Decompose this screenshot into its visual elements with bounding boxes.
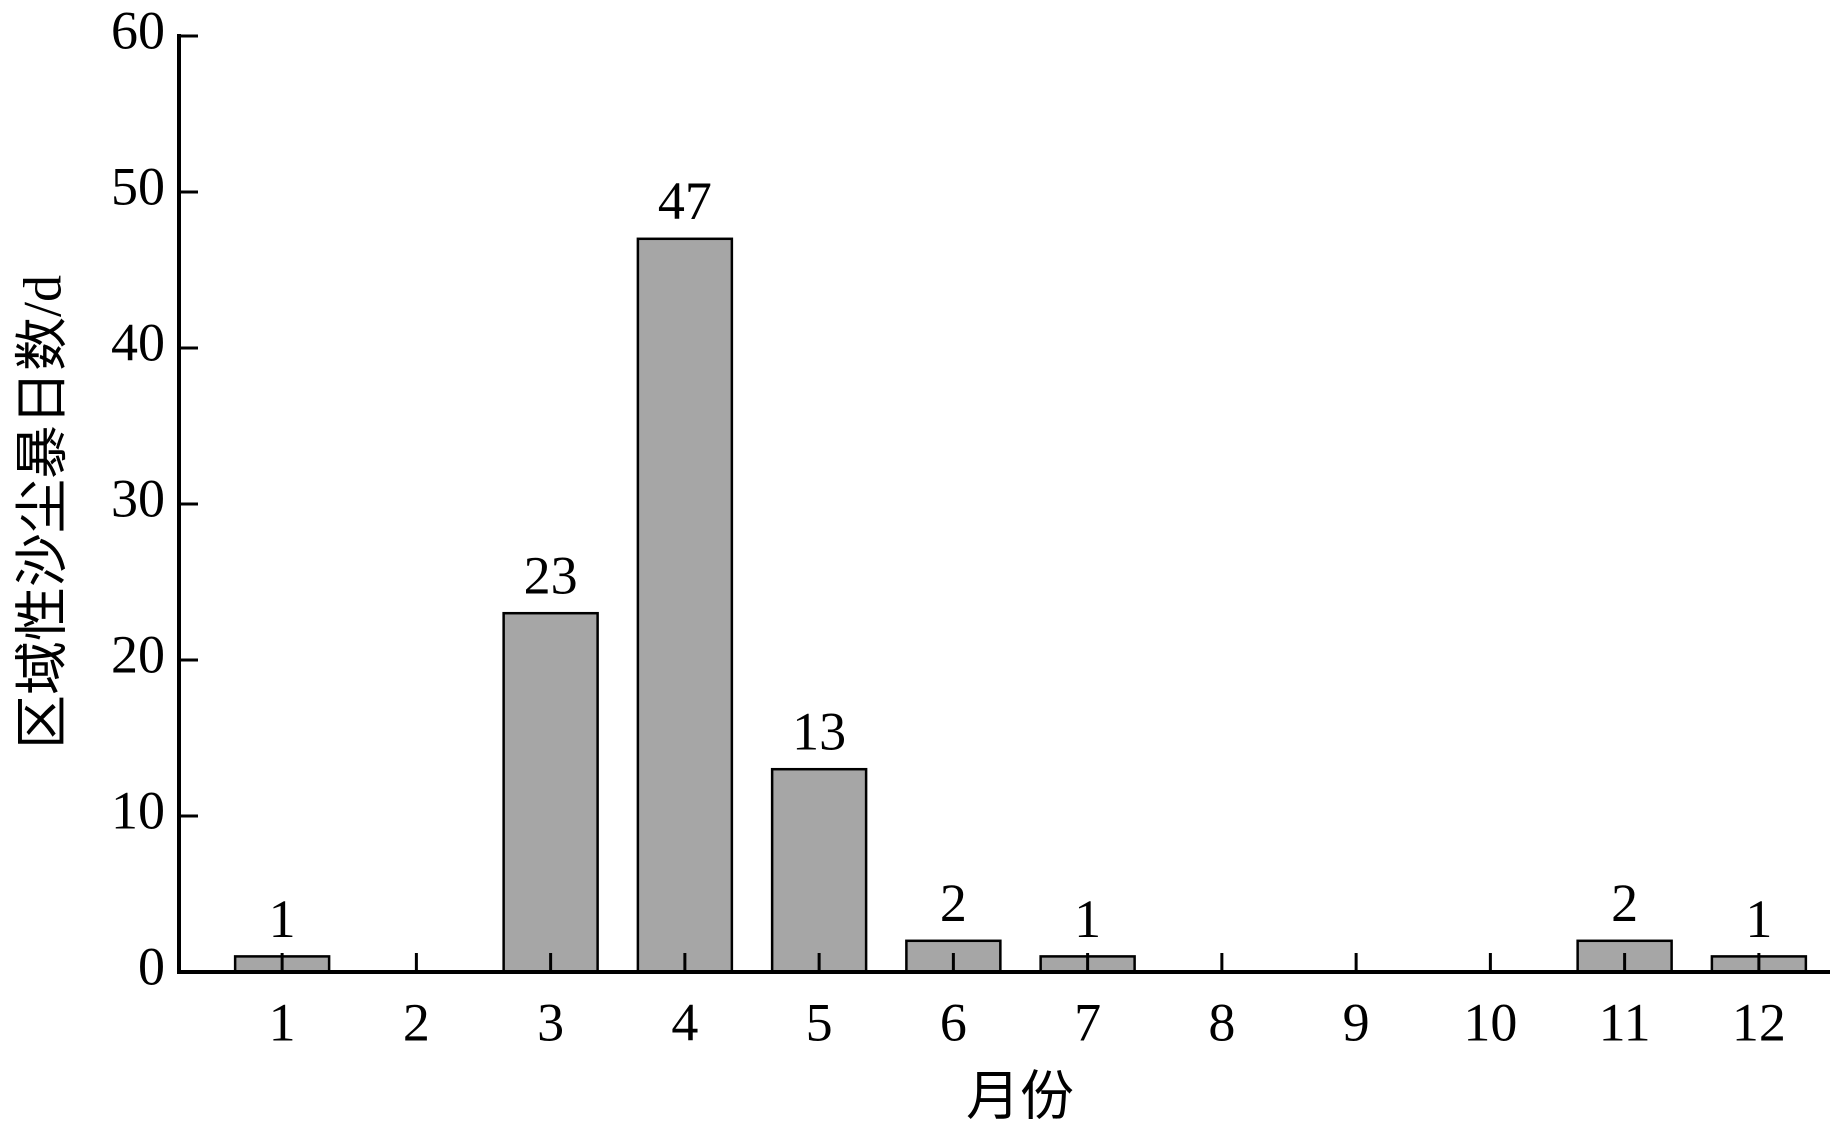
bar — [770, 767, 868, 974]
x-tick-label: 5 — [806, 992, 833, 1052]
y-tick-label: 10 — [111, 780, 165, 840]
x-axis-label: 月份 — [966, 1066, 1074, 1126]
x-tick-label: 10 — [1463, 992, 1517, 1052]
y-tick-label: 40 — [111, 312, 165, 372]
x-tick-label: 11 — [1599, 992, 1651, 1052]
bar — [636, 237, 734, 974]
x-tick-label: 12 — [1732, 992, 1786, 1052]
value-label: 2 — [940, 873, 967, 933]
x-tick-label: 3 — [537, 992, 564, 1052]
x-tick-label: 4 — [671, 992, 698, 1052]
y-tick-label: 30 — [111, 468, 165, 528]
y-axis-label: 区域性沙尘暴日数/d — [12, 275, 72, 749]
value-label: 1 — [1074, 889, 1101, 949]
bar — [502, 611, 599, 974]
y-tick-label: 0 — [138, 936, 165, 996]
y-tick-label: 50 — [111, 156, 165, 216]
value-label: 47 — [658, 171, 712, 231]
value-label: 1 — [269, 889, 296, 949]
value-label: 23 — [524, 546, 578, 606]
x-tick-label: 1 — [269, 992, 296, 1052]
value-label: 1 — [1745, 889, 1772, 949]
x-tick-label: 9 — [1343, 992, 1370, 1052]
value-label: 13 — [792, 702, 846, 762]
value-label: 2 — [1611, 873, 1638, 933]
x-tick-label: 8 — [1208, 992, 1235, 1052]
x-tick-label: 7 — [1074, 992, 1101, 1052]
x-tick-label: 6 — [940, 992, 967, 1052]
y-tick-label: 20 — [111, 624, 165, 684]
x-tick-label: 2 — [403, 992, 430, 1052]
y-tick-label: 60 — [111, 0, 165, 60]
